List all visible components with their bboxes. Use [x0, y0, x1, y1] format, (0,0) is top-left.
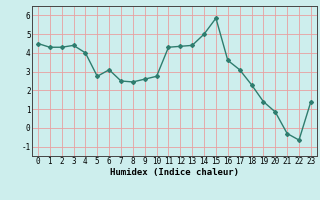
X-axis label: Humidex (Indice chaleur): Humidex (Indice chaleur): [110, 168, 239, 177]
